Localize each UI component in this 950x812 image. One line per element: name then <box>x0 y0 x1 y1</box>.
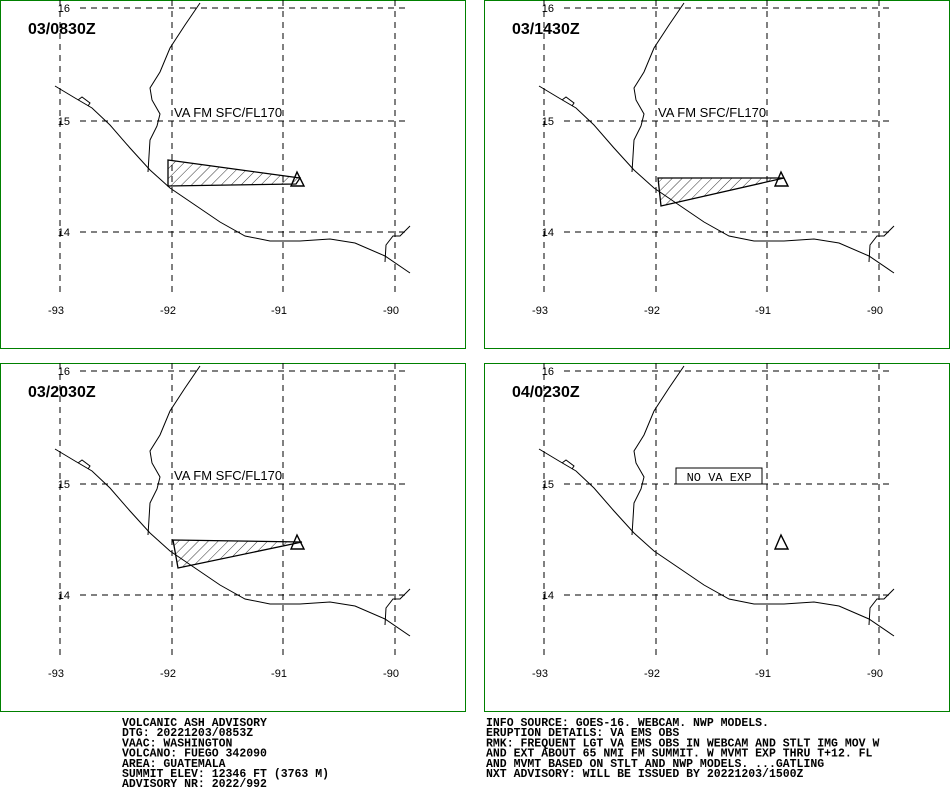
annotation: VA FM SFC/FL170 <box>658 105 766 120</box>
lon-label: -92 <box>160 305 176 317</box>
advisory-line: AND EXT ABOUT 65 NMI FM SUMMIT. W MVMT E… <box>486 748 873 761</box>
advisory-line: INFO SOURCE: GOES-16. WEBCAM. NWP MODELS… <box>486 717 769 730</box>
border <box>384 588 411 626</box>
lat-label: 15 <box>542 479 554 491</box>
lon-label: -90 <box>383 668 399 680</box>
valid-time: 03/0830Z <box>28 21 96 38</box>
lat-label: 16 <box>58 3 70 15</box>
border <box>147 365 201 536</box>
advisory-line: VAAC: WASHINGTON <box>122 737 233 750</box>
lake <box>77 459 91 470</box>
lat-label: 16 <box>542 3 554 15</box>
lat-label: 14 <box>542 227 554 239</box>
lon-label: -90 <box>867 668 883 680</box>
lat-label: 14 <box>542 590 554 602</box>
coastline <box>538 448 895 637</box>
valid-time: 04/0230Z <box>512 384 580 401</box>
border <box>631 365 685 536</box>
border <box>147 2 201 173</box>
map-panel: 16 15 14 -93 -92 -91 -90 03/2030Z VA FM SFC/FL17… <box>0 363 466 712</box>
map-panel: 16 15 14 -93 -92 -91 -90 03/1430Z VA FM SFC/FL17… <box>484 0 950 349</box>
volcano-symbol <box>773 170 790 187</box>
advisory-line: NXT ADVISORY: WILL BE ISSUED BY 20221203… <box>486 768 804 781</box>
valid-time: 03/2030Z <box>28 384 96 401</box>
advisory-line: ADVISORY NR: 2022/992 <box>122 778 267 791</box>
annotation: VA FM SFC/FL170 <box>174 105 282 120</box>
lon-label: -91 <box>271 305 287 317</box>
lat-label: 15 <box>542 116 554 128</box>
lat-label: 15 <box>58 116 70 128</box>
coastline <box>538 85 895 274</box>
ash-area <box>167 159 302 187</box>
panel-border <box>0 363 466 712</box>
map-panel: 16 15 14 -93 -92 -91 -90 03/0830Z VA FM SFC/FL17… <box>0 0 466 349</box>
advisory-line: DTG: 20221203/0853Z <box>122 727 253 740</box>
advisory-line: AREA: GUATEMALA <box>122 758 226 771</box>
valid-time: 03/1430Z <box>512 21 580 38</box>
lon-label: -93 <box>48 305 64 317</box>
lon-label: -93 <box>48 668 64 680</box>
lat-label: 14 <box>58 227 70 239</box>
lake <box>77 96 91 107</box>
lon-label: -90 <box>383 305 399 317</box>
lon-label: -92 <box>644 305 660 317</box>
lat-label: 16 <box>542 366 554 378</box>
lon-label: -92 <box>160 668 176 680</box>
annotation: VA FM SFC/FL170 <box>174 468 282 483</box>
advisory-line: VOLCANO: FUEGO 342090 <box>122 748 267 761</box>
coastline <box>54 448 411 637</box>
border <box>868 588 895 626</box>
advisory-line: VOLCANIC ASH ADVISORY <box>122 717 267 730</box>
coastline <box>54 85 411 274</box>
ash-area <box>172 539 303 569</box>
advisory-line: ERUPTION DETAILS: VA EMS OBS <box>486 727 679 740</box>
volcano-symbol <box>773 533 790 550</box>
border <box>631 2 685 173</box>
annotation: NO VA EXP <box>687 471 752 485</box>
ash-area <box>657 177 785 207</box>
lon-label: -91 <box>271 668 287 680</box>
advisory-line: AND MVMT BASED ON STLT AND NWP MODELS. .… <box>486 758 824 771</box>
lon-label: -91 <box>755 668 771 680</box>
lon-label: -91 <box>755 305 771 317</box>
volcano-symbol <box>289 170 306 187</box>
lake <box>561 459 575 470</box>
lon-label: -90 <box>867 305 883 317</box>
volcano-symbol <box>289 533 306 550</box>
lon-label: -93 <box>532 305 548 317</box>
border <box>868 225 895 263</box>
advisory-line: RMK: FREQUENT LGT VA EMS OBS IN WEBCAM A… <box>486 737 879 750</box>
map-panel: 16 15 14 -93 -92 -91 -90 04/0230Z NO VA EXP <box>484 363 950 712</box>
panel-border <box>0 0 466 349</box>
border <box>384 225 411 263</box>
lon-label: -92 <box>644 668 660 680</box>
lat-label: 16 <box>58 366 70 378</box>
lat-label: 15 <box>58 479 70 491</box>
advisory-line: SUMMIT ELEV: 12346 FT (3763 M) <box>122 768 329 781</box>
annotation-box <box>675 467 763 485</box>
lake <box>561 96 575 107</box>
lat-label: 14 <box>58 590 70 602</box>
lon-label: -93 <box>532 668 548 680</box>
